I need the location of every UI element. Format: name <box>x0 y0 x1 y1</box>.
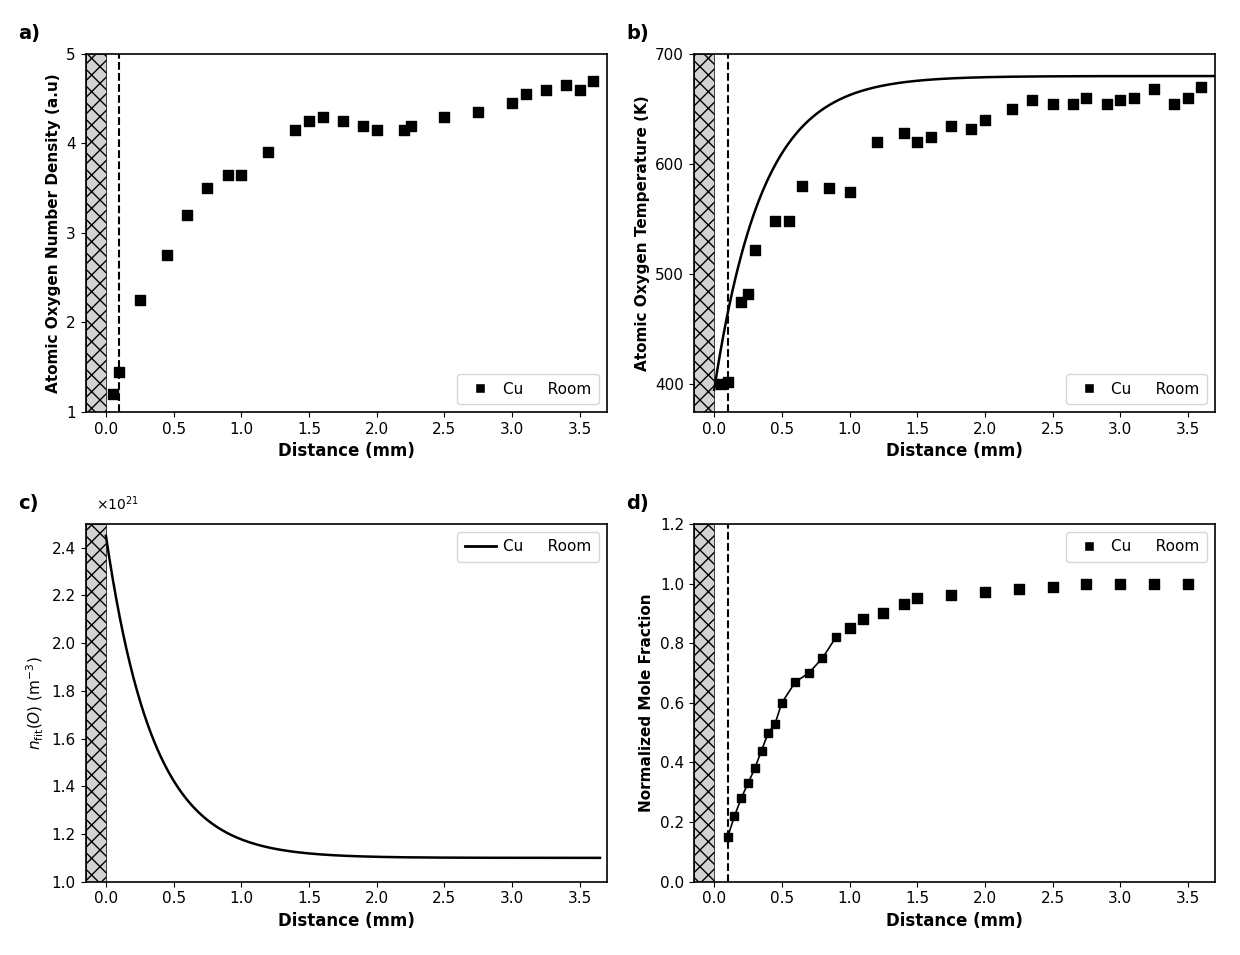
Text: b): b) <box>626 24 649 43</box>
Point <box>921 129 941 144</box>
Point <box>232 167 252 182</box>
Point <box>299 114 319 129</box>
Point <box>332 114 352 129</box>
Point <box>765 214 785 229</box>
Point <box>394 122 414 138</box>
X-axis label: Distance (mm): Distance (mm) <box>887 442 1023 460</box>
Point <box>570 82 590 97</box>
Point <box>1043 96 1063 111</box>
Point <box>1076 91 1096 106</box>
Point <box>738 286 758 302</box>
Point <box>839 184 859 200</box>
Point <box>1145 81 1164 96</box>
Point <box>908 591 928 606</box>
Y-axis label: Atomic Oxygen Number Density (a.u): Atomic Oxygen Number Density (a.u) <box>46 74 61 393</box>
Point <box>536 82 556 97</box>
Point <box>218 167 238 182</box>
Point <box>792 179 812 194</box>
Bar <box>694 524 714 881</box>
Point <box>516 87 536 102</box>
X-axis label: Distance (mm): Distance (mm) <box>887 912 1023 930</box>
Point <box>1076 576 1096 591</box>
Point <box>941 118 961 134</box>
Point <box>1123 91 1143 106</box>
Text: d): d) <box>626 494 649 513</box>
Point <box>1063 96 1083 111</box>
Point <box>853 611 873 626</box>
Text: $\times 10^{21}$: $\times 10^{21}$ <box>95 495 139 513</box>
Point <box>1002 101 1022 117</box>
Point <box>894 126 914 141</box>
Point <box>1009 582 1029 597</box>
Point <box>258 145 278 160</box>
Point <box>312 109 332 124</box>
Point <box>908 135 928 150</box>
Legend: Cu     Room: Cu Room <box>458 374 599 404</box>
Point <box>469 104 489 119</box>
Point <box>867 135 887 150</box>
Point <box>583 74 603 89</box>
Point <box>1178 91 1198 106</box>
Point <box>820 180 839 196</box>
Point <box>197 180 217 196</box>
Point <box>975 113 994 128</box>
Legend: Cu     Room: Cu Room <box>1065 374 1208 404</box>
Text: c): c) <box>17 494 38 513</box>
Point <box>961 121 981 137</box>
X-axis label: Distance (mm): Distance (mm) <box>278 442 414 460</box>
Y-axis label: Normalized Mole Fraction: Normalized Mole Fraction <box>640 593 655 812</box>
Point <box>711 376 730 392</box>
Point <box>745 243 765 258</box>
Point <box>285 122 305 138</box>
Point <box>975 584 994 600</box>
Point <box>1110 93 1130 108</box>
Point <box>157 247 177 263</box>
Point <box>1192 79 1211 95</box>
Point <box>1145 576 1164 591</box>
Point <box>557 77 577 93</box>
Point <box>1178 576 1198 591</box>
Point <box>177 207 197 223</box>
Y-axis label: $n_{\rm fit}(O)\ (\rm m^{-3})$: $n_{\rm fit}(O)\ (\rm m^{-3})$ <box>25 656 46 750</box>
Point <box>502 96 522 111</box>
Bar <box>86 54 105 412</box>
Point <box>434 109 454 124</box>
Point <box>718 374 738 390</box>
Point <box>941 588 961 604</box>
Point <box>894 597 914 612</box>
Point <box>1097 96 1117 111</box>
Legend: Cu     Room: Cu Room <box>458 532 599 562</box>
Point <box>103 387 123 402</box>
Point <box>353 118 373 134</box>
Point <box>779 214 799 229</box>
Bar <box>694 54 714 412</box>
Point <box>1110 576 1130 591</box>
Point <box>401 118 420 134</box>
Point <box>1022 93 1042 108</box>
Point <box>1164 96 1184 111</box>
Text: a): a) <box>17 24 40 43</box>
Point <box>1043 579 1063 594</box>
Bar <box>86 524 105 881</box>
Point <box>839 621 859 636</box>
Point <box>873 605 893 621</box>
Legend: Cu     Room: Cu Room <box>1065 532 1208 562</box>
Y-axis label: Atomic Oxygen Temperature (K): Atomic Oxygen Temperature (K) <box>635 96 650 371</box>
Point <box>130 292 150 308</box>
Point <box>109 364 129 379</box>
Point <box>732 294 751 309</box>
Point <box>367 122 387 138</box>
X-axis label: Distance (mm): Distance (mm) <box>278 912 414 930</box>
